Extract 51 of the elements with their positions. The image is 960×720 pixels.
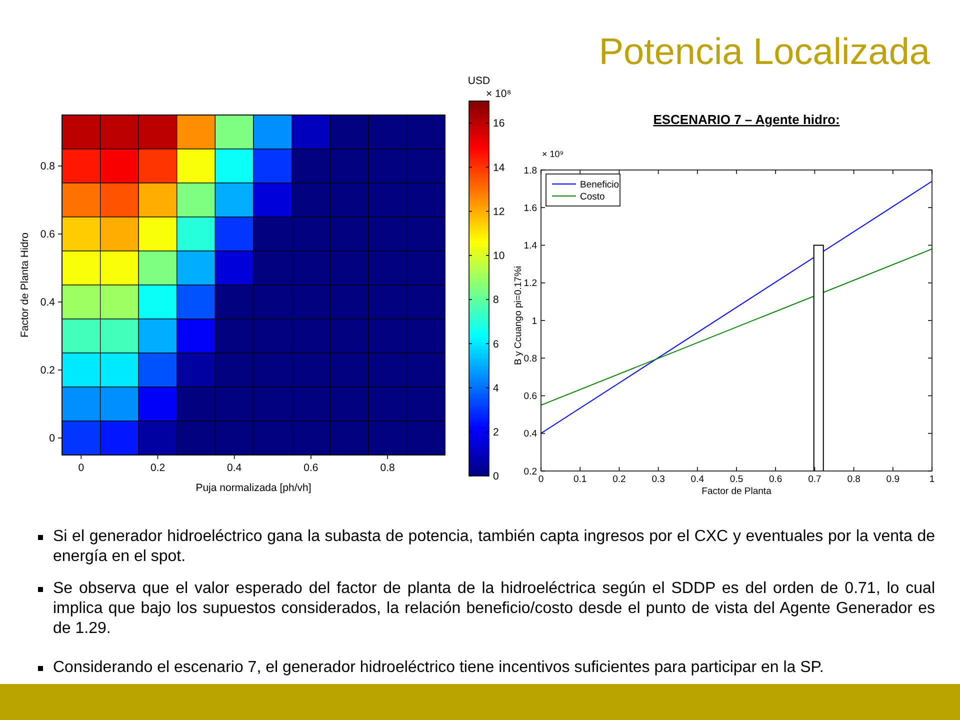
x-tick-label: 0: [538, 474, 544, 485]
y-tick-label: 1.8: [524, 165, 537, 176]
y-tick-label: 0.6: [524, 391, 537, 402]
x-axis-title: Factor de Planta: [702, 486, 772, 497]
y-tick-label: 1: [532, 316, 537, 327]
y-tick-label: 0.6: [40, 228, 56, 241]
y-tick-label: 0.4: [524, 428, 537, 440]
x-tick-label: 0.2: [612, 474, 626, 485]
x-tick-label: 0.1: [573, 474, 587, 485]
y-tick-label: 1.6: [524, 202, 537, 214]
y-tick-label: 0.2: [40, 364, 56, 377]
y-tick-label: 0.4: [40, 296, 56, 309]
x-tick-label: 0.2: [150, 462, 166, 474]
x-tick-label: 0.8: [380, 462, 395, 474]
x-axis-title: Puja normalizada [ph/vh]: [196, 482, 312, 494]
x-tick-label: 0.8: [847, 474, 860, 485]
y-axis-title: B y Ccuango pi=0.17%i: [513, 266, 524, 366]
x-tick-label: 1: [929, 474, 935, 485]
text: × 10⁹: [542, 149, 564, 159]
chart-title: ESCENARIO 7 – Agente hidro:: [653, 112, 840, 127]
x-tick-label: 0.5: [730, 474, 744, 485]
legend-label: Costo: [580, 191, 605, 202]
y-tick-label: 1.4: [524, 240, 537, 252]
text: Se observa que el valor esperado del factor de planta de la hidroeléctrica según el SDDP es del orden de 0.71, lo cual implica que bajo los supuestos considerados, la relación beneficio/costo desde el punto de vista del Agente Generador es de 1.29.: [53, 579, 935, 639]
color-bar-label: 8: [493, 294, 499, 306]
color-bar-label: 14: [493, 162, 505, 174]
color-bar-label: 6: [493, 338, 499, 350]
x-tick-label: 0.6: [768, 474, 782, 485]
text: Si el generador hidroeléctrico gana la subasta de potencia, también capta ingresos por el CXC y eventuales por la venta de energía en el spot.: [53, 527, 935, 567]
y-tick-label: 0.8: [524, 353, 537, 364]
text: Potencia Localizada: [598, 31, 930, 72]
x-tick-label: 0.6: [304, 462, 318, 474]
color-bar-label: 10: [493, 250, 505, 262]
text: × 10⁸: [486, 88, 512, 100]
x-tick-label: 0.4: [690, 474, 704, 485]
y-axis-title: Factor de Planta Hidro: [19, 232, 31, 338]
color-bar-label: 16: [493, 118, 505, 130]
x-tick-label: 0.4: [227, 462, 242, 474]
color-bar-label: 2: [493, 426, 499, 439]
y-tick-label: 0: [49, 432, 56, 445]
y-tick-label: 0.8: [40, 160, 56, 173]
y-tick-label: 1.2: [524, 278, 537, 290]
x-tick-label: 0.7: [808, 474, 822, 485]
x-tick-label: 0.3: [652, 474, 665, 485]
x-tick-label: 0.9: [886, 474, 900, 485]
color-bar-label: 4: [493, 382, 499, 394]
color-bar-label: 12: [493, 206, 505, 218]
color-bar-title: USD: [468, 75, 490, 87]
text: Considerando el escenario 7, el generador hidroeléctrico tiene incentivos suficientes para participar en la SP.: [53, 658, 825, 678]
x-tick-label: 0: [78, 462, 84, 474]
legend-label: Beneficio: [580, 179, 620, 190]
